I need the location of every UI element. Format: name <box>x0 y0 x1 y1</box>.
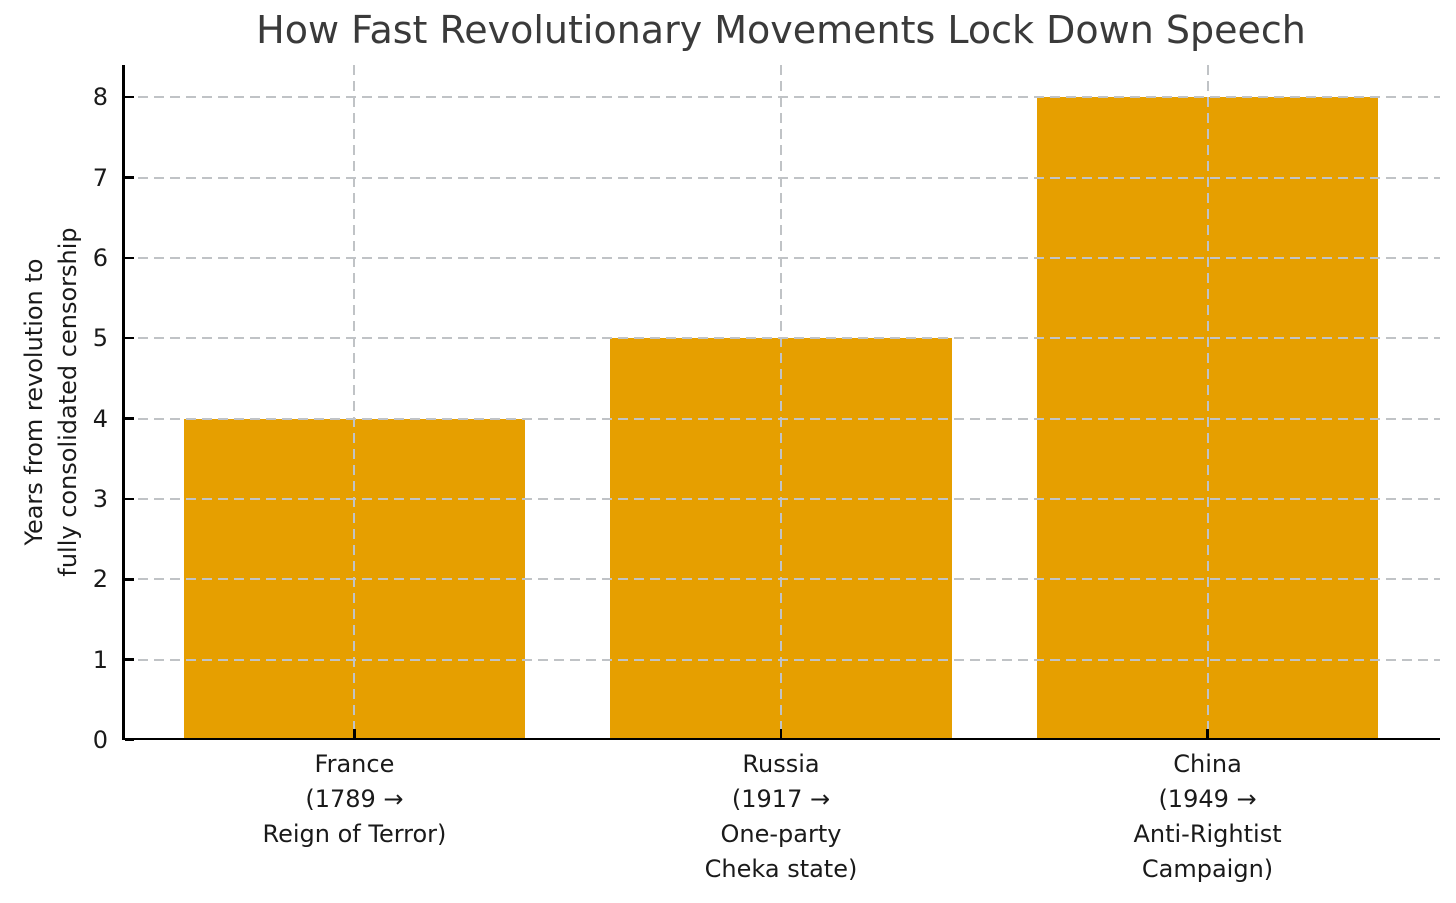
y-tick-8 <box>124 95 134 99</box>
y-axis-label: Years from revolution to fully consolida… <box>20 227 82 577</box>
chart-title: How Fast Revolutionary Movements Lock Do… <box>256 8 1306 52</box>
y-tick-1 <box>124 658 134 661</box>
y-axis-spine <box>122 65 125 740</box>
y-tick-label-5: 5 <box>92 324 108 353</box>
gridline-v-russia <box>780 65 782 740</box>
y-tick-label-7: 7 <box>92 163 108 192</box>
y-tick-label-8: 8 <box>92 83 108 112</box>
y-tick-label-2: 2 <box>92 565 108 594</box>
y-tick-5 <box>124 336 134 340</box>
x-tick-china <box>1206 728 1209 738</box>
y-tick-label-6: 6 <box>92 243 108 272</box>
plot-area <box>122 65 1440 742</box>
y-tick-0 <box>124 738 134 742</box>
y-tick-7 <box>124 176 134 179</box>
ticks-layer <box>122 65 1440 742</box>
x-tick-france <box>353 728 356 738</box>
y-tick-label-4: 4 <box>92 404 108 433</box>
y-tick-2 <box>124 578 134 581</box>
gridline-v-china <box>1206 65 1209 740</box>
y-tick-3 <box>124 497 134 501</box>
y-tick-4 <box>124 417 134 420</box>
x-tick-russia <box>779 728 783 738</box>
grid-layer <box>122 65 1440 740</box>
y-tick-label-1: 1 <box>92 645 108 674</box>
x-tick-label-france: France (1789 → Reign of Terror) <box>262 750 447 848</box>
x-tick-label-china: China (1949 → Anti-Rightist Campaign) <box>1133 750 1282 883</box>
y-tick-label-0: 0 <box>92 726 108 754</box>
x-tick-label-russia: Russia (1917 → One-party Cheka state) <box>704 750 858 883</box>
y-tick-6 <box>124 256 134 260</box>
gridline-v-france <box>353 65 356 740</box>
y-tick-label-3: 3 <box>92 484 108 513</box>
x-axis-spine <box>122 737 1440 740</box>
